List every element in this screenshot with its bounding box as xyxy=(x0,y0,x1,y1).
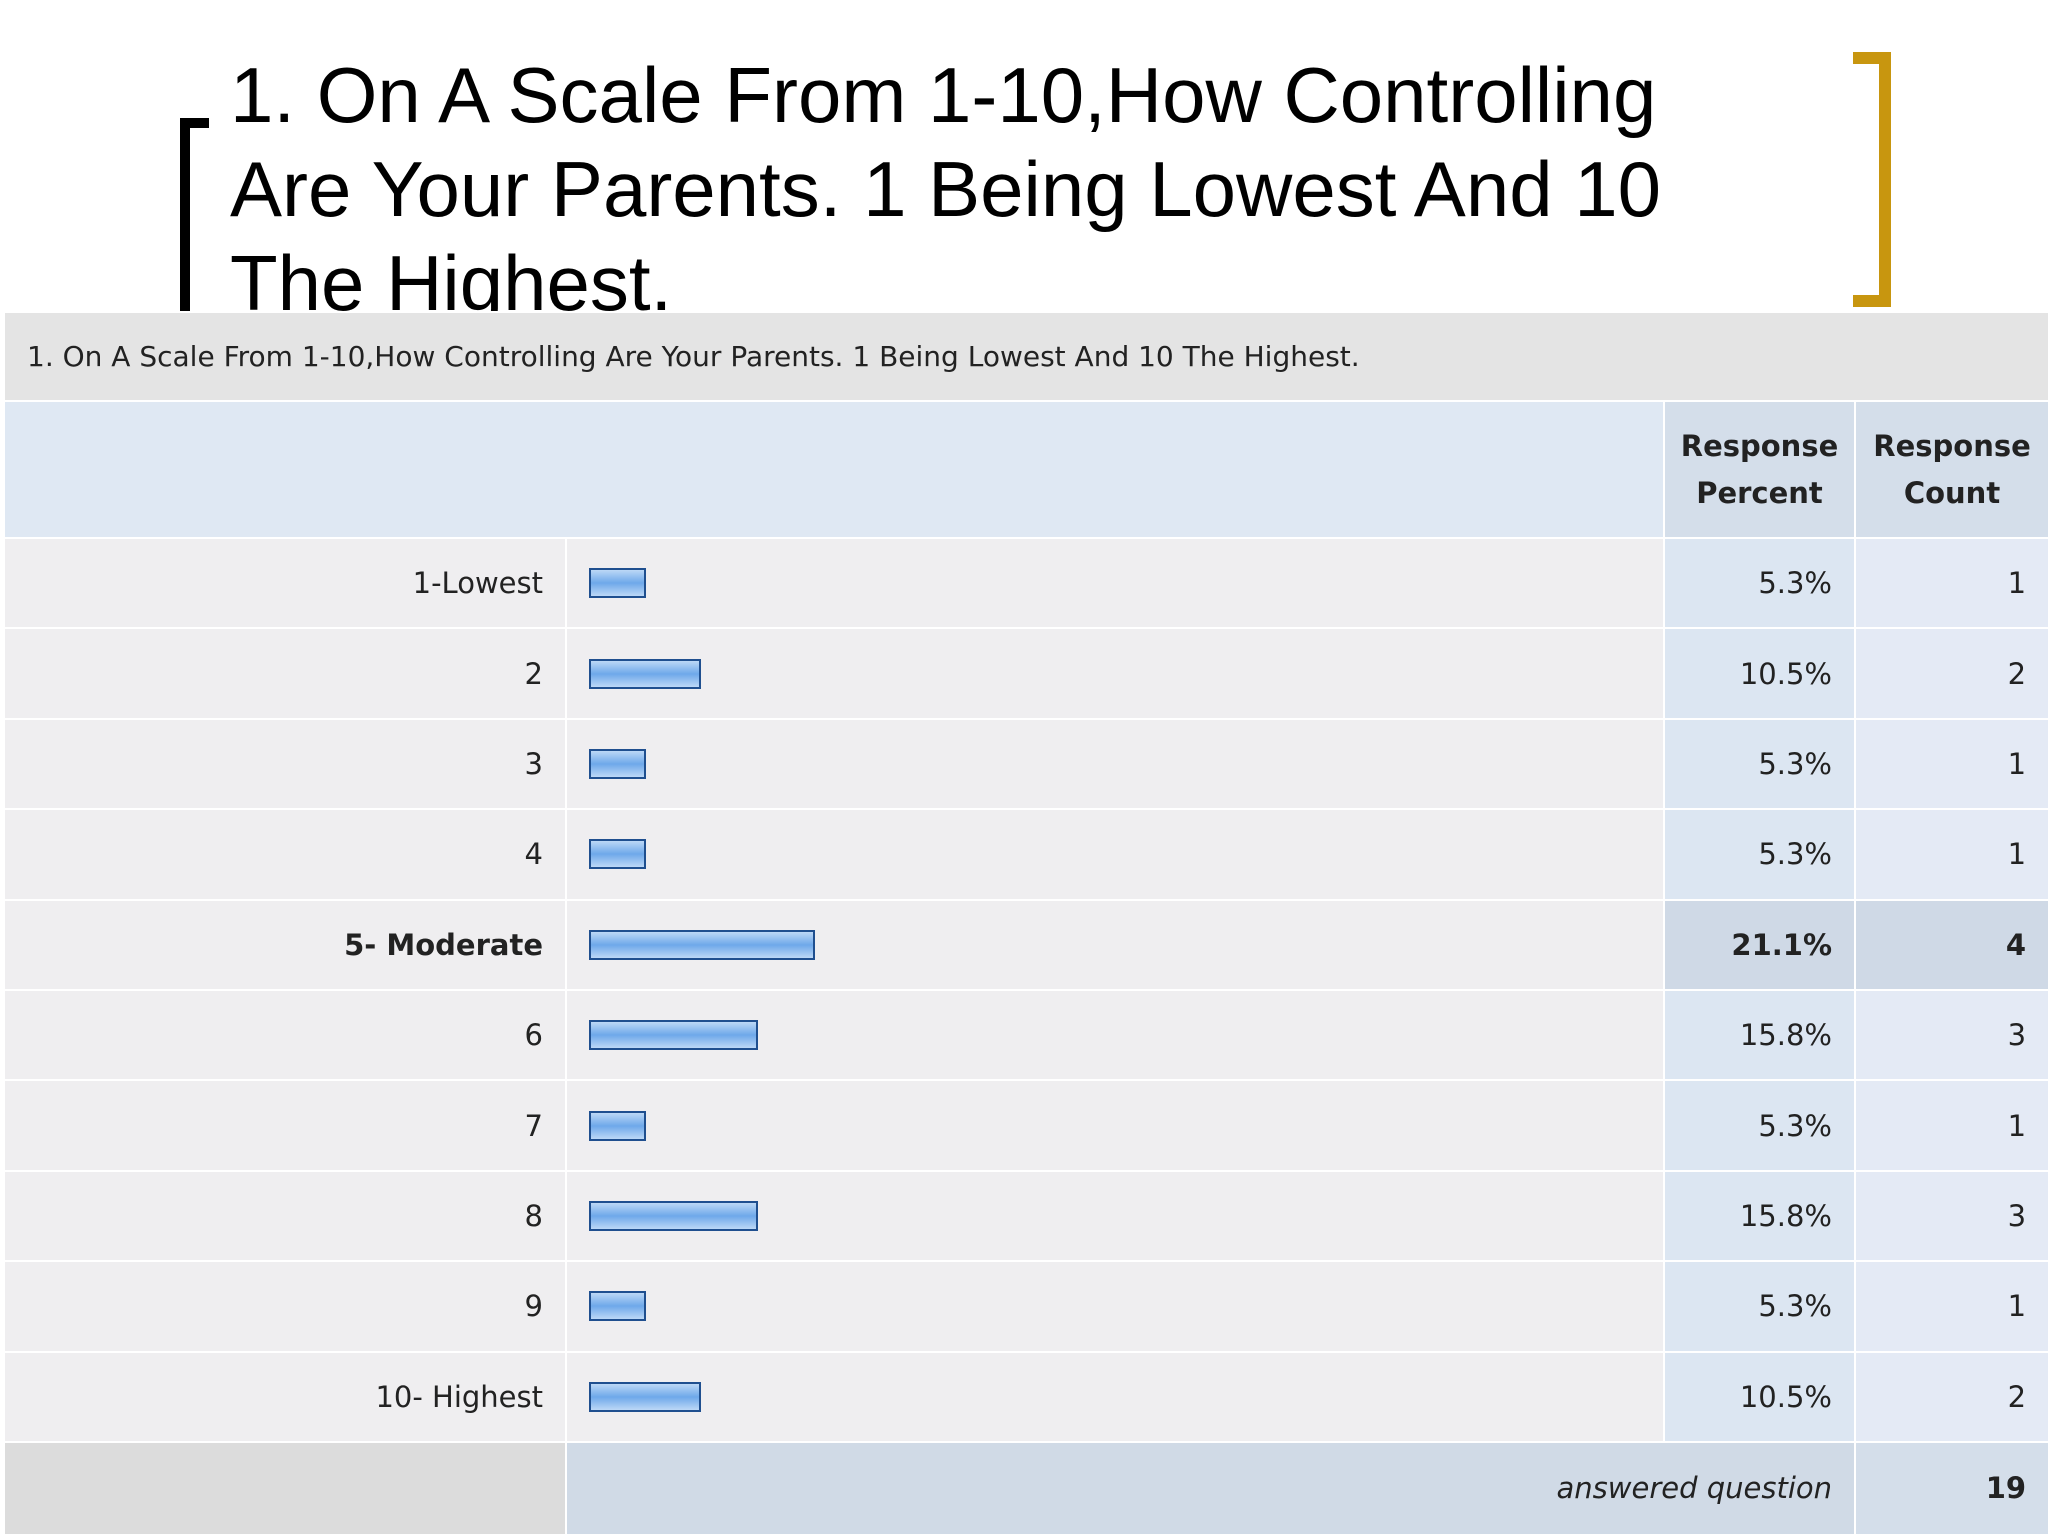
bar xyxy=(589,1110,646,1141)
option-label: 5- Moderate xyxy=(3,898,567,991)
column-header: Response Percent xyxy=(1663,399,1856,540)
bar-cell xyxy=(565,898,1665,991)
row: 10- Highest 10.5% 2 xyxy=(3,1350,2048,1443)
response-count: 1 xyxy=(1853,717,2048,811)
row: 3 5.3% 1 xyxy=(3,717,2048,811)
row: 5- Moderate 21.1% 4 xyxy=(3,898,2048,991)
bar xyxy=(589,568,646,599)
response-percent: 5.3% xyxy=(1663,1260,1856,1353)
response-count: 2 xyxy=(1853,627,2048,720)
column-header: Response Count xyxy=(1853,399,2048,540)
question: 1. On A Scale From 1-10,How Controlling … xyxy=(2,311,2048,402)
option-label: 7 xyxy=(3,1079,567,1172)
option-label: 6 xyxy=(3,988,567,1082)
bar-cell xyxy=(565,1260,1665,1353)
response-percent: 5.3% xyxy=(1663,808,1856,901)
response-percent: 10.5% xyxy=(1663,627,1856,720)
bar-cell xyxy=(565,808,1665,901)
response-percent: 15.8% xyxy=(1663,1169,1856,1263)
response-count: 2 xyxy=(1853,1350,2048,1443)
header-blank xyxy=(3,399,1665,540)
bar-cell xyxy=(565,627,1665,720)
response-count: 4 xyxy=(1853,898,2048,991)
response-percent: 21.1% xyxy=(1663,898,1856,991)
left-bracket xyxy=(180,118,209,318)
response-count: 1 xyxy=(1853,1079,2048,1172)
bar xyxy=(589,748,646,779)
option-label: 10- Highest xyxy=(3,1350,567,1443)
bar xyxy=(589,929,815,960)
bar-cell xyxy=(565,1169,1665,1263)
bar-cell xyxy=(565,1350,1665,1443)
bar xyxy=(589,1381,702,1412)
row: 7 5.3% 1 xyxy=(3,1079,2048,1172)
response-count: 3 xyxy=(1853,988,2048,1082)
response-percent: 5.3% xyxy=(1663,1079,1856,1172)
bar-cell xyxy=(565,717,1665,811)
option-label: 9 xyxy=(3,1260,567,1353)
response-count: 1 xyxy=(1853,1260,2048,1353)
row: 6 15.8% 3 xyxy=(3,988,2048,1082)
row: 4 5.3% 1 xyxy=(3,808,2048,901)
row: 2 10.5% 2 xyxy=(3,627,2048,720)
response-percent: 10.5% xyxy=(1663,1350,1856,1443)
response-percent: 15.8% xyxy=(1663,988,1856,1082)
footer-blank xyxy=(3,1440,567,1536)
response-count: 1 xyxy=(1853,537,2048,630)
slide-title: 1. On A Scale From 1-10,How Controlling … xyxy=(230,51,1662,327)
survey-table: 1. On A Scale From 1-10,How Controlling … xyxy=(2,311,2048,1536)
response-percent: 5.3% xyxy=(1663,717,1856,811)
bar-cell xyxy=(565,988,1665,1082)
bar xyxy=(589,1020,759,1051)
bar xyxy=(589,839,646,870)
footer-count: 19 xyxy=(1853,1440,2048,1536)
response-count: 1 xyxy=(1853,808,2048,901)
bar-cell xyxy=(565,537,1665,630)
option-label: 1-Lowest xyxy=(3,537,567,630)
bar xyxy=(589,1291,646,1322)
option-label: 4 xyxy=(3,808,567,901)
row: 1-Lowest 5.3% 1 xyxy=(3,537,2048,630)
row: 9 5.3% 1 xyxy=(3,1260,2048,1353)
footer-label: answered question xyxy=(565,1440,1856,1536)
option-label: 2 xyxy=(3,627,567,720)
response-percent: 5.3% xyxy=(1663,537,1856,630)
row: 8 15.8% 3 xyxy=(3,1169,2048,1263)
bar-cell xyxy=(565,1079,1665,1172)
option-label: 3 xyxy=(3,717,567,811)
option-label: 8 xyxy=(3,1169,567,1263)
right-bracket xyxy=(1853,52,1891,307)
response-count: 3 xyxy=(1853,1169,2048,1263)
bar xyxy=(589,1200,759,1231)
bar xyxy=(589,658,702,689)
